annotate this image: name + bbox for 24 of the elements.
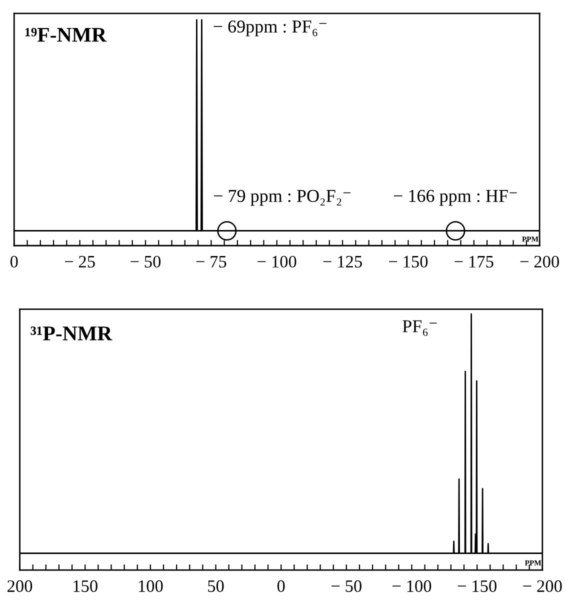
annotation: − 79 ppm : PO₂F₂⁻ bbox=[214, 190, 350, 206]
x-tick-label: − 75 bbox=[196, 256, 226, 268]
x-tick-label: 200 bbox=[8, 580, 32, 592]
x-tick-label: − 200 bbox=[523, 580, 562, 592]
x-tick-label: − 175 bbox=[454, 256, 494, 268]
annotation: − 166 ppm : HF⁻ bbox=[394, 190, 517, 206]
chart-title: ³¹P-NMR bbox=[30, 326, 112, 340]
x-tick-label: 50 bbox=[208, 580, 224, 592]
x-tick-label: 0 bbox=[10, 256, 18, 268]
x-tick-label: − 150 bbox=[458, 580, 496, 592]
x-tick-label: 100 bbox=[138, 580, 163, 592]
chart-title: ¹⁹F-NMR bbox=[25, 28, 107, 42]
x-tick-label: − 100 bbox=[392, 580, 432, 592]
annotation: PF₆⁻ bbox=[402, 320, 437, 336]
x-tick-label: − 25 bbox=[64, 256, 95, 268]
x-tick-label: − 125 bbox=[323, 256, 362, 268]
x-tick-label: − 50 bbox=[332, 580, 362, 592]
x-tick-label: 0 bbox=[277, 580, 285, 592]
x-tick-label: − 200 bbox=[520, 256, 559, 268]
annotation: − 69ppm : PF₆⁻ bbox=[214, 20, 326, 36]
x-tick-label: − 150 bbox=[388, 256, 428, 268]
x-tick-label: − 50 bbox=[130, 256, 161, 268]
x-tick-label: 150 bbox=[74, 580, 98, 592]
x-tick-label: − 100 bbox=[258, 256, 296, 268]
